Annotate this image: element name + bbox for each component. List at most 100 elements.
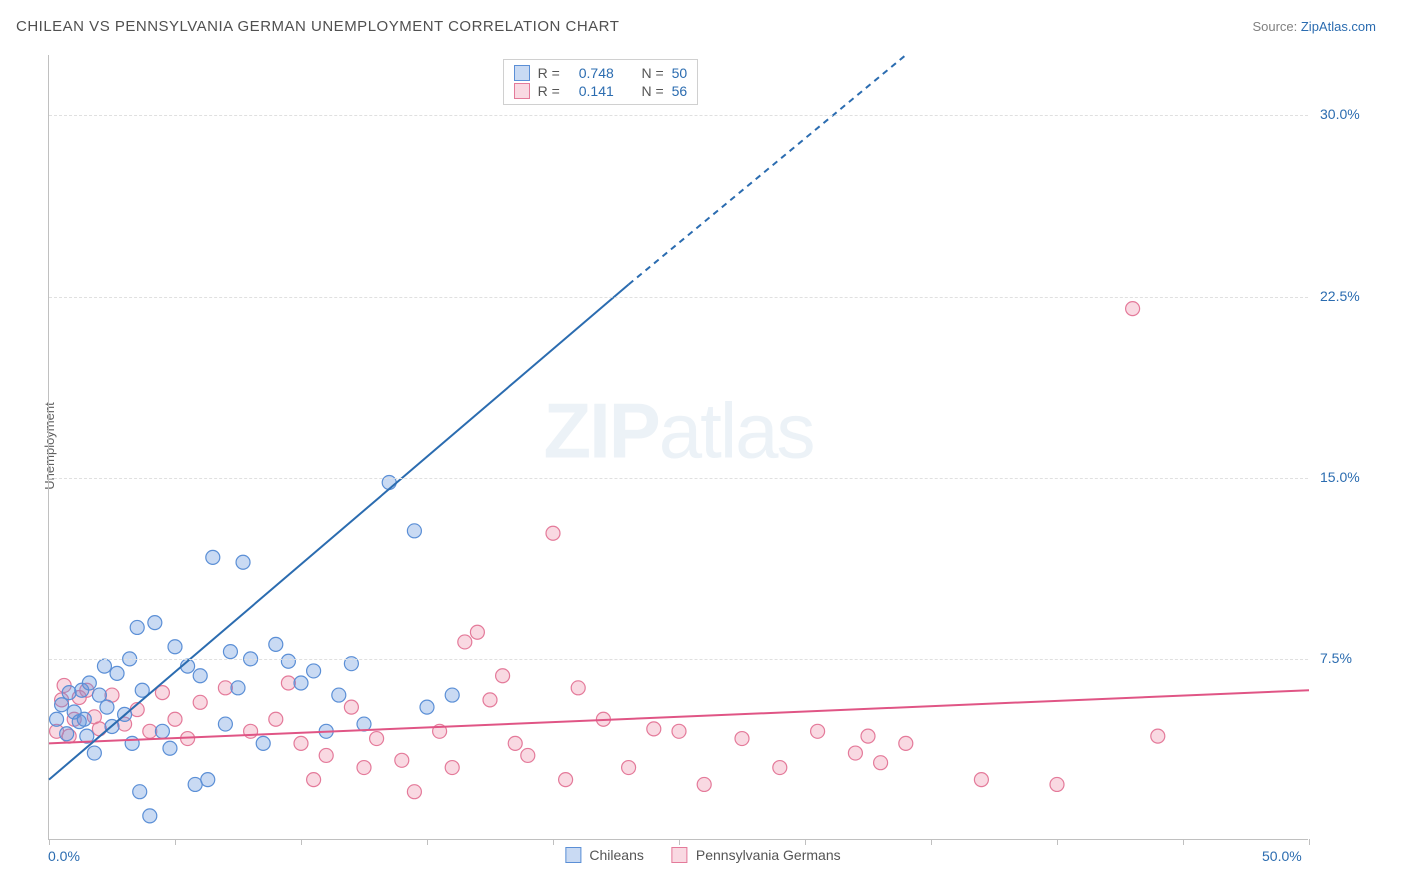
chart-plot-area: ZIPatlas R = 0.748 N = 50R = 0.141 N = 5… bbox=[48, 55, 1308, 840]
data-point bbox=[294, 676, 308, 690]
chart-title: CHILEAN VS PENNSYLVANIA GERMAN UNEMPLOYM… bbox=[16, 18, 619, 35]
data-point bbox=[236, 555, 250, 569]
data-point bbox=[168, 712, 182, 726]
data-point bbox=[319, 748, 333, 762]
chart-header: CHILEAN VS PENNSYLVANIA GERMAN UNEMPLOYM… bbox=[0, 0, 1406, 53]
data-point bbox=[256, 736, 270, 750]
data-point bbox=[110, 666, 124, 680]
data-point bbox=[193, 669, 207, 683]
data-point bbox=[445, 688, 459, 702]
grid-line bbox=[49, 478, 1308, 479]
data-point bbox=[811, 724, 825, 738]
source-link[interactable]: ZipAtlas.com bbox=[1301, 19, 1376, 34]
data-point bbox=[1151, 729, 1165, 743]
x-tick bbox=[805, 839, 806, 845]
legend-swatch-chileans bbox=[565, 847, 581, 863]
data-point bbox=[125, 736, 139, 750]
data-point bbox=[546, 526, 560, 540]
data-point bbox=[100, 700, 114, 714]
regression-line bbox=[49, 284, 629, 779]
data-point bbox=[193, 695, 207, 709]
x-tick bbox=[1309, 839, 1310, 845]
data-point bbox=[420, 700, 434, 714]
r-value: 0.141 bbox=[568, 83, 614, 99]
legend-label-penn: Pennsylvania Germans bbox=[696, 847, 841, 863]
series-legend: Chileans Pennsylvania Germans bbox=[565, 847, 840, 863]
data-point bbox=[188, 777, 202, 791]
data-point bbox=[143, 809, 157, 823]
data-point bbox=[458, 635, 472, 649]
data-point bbox=[50, 712, 64, 726]
grid-line bbox=[49, 115, 1308, 116]
data-point bbox=[269, 712, 283, 726]
data-point bbox=[735, 732, 749, 746]
data-point bbox=[521, 748, 535, 762]
data-point bbox=[60, 727, 74, 741]
legend-label-chileans: Chileans bbox=[589, 847, 643, 863]
x-axis-max-label: 50.0% bbox=[1262, 848, 1302, 864]
data-point bbox=[407, 524, 421, 538]
data-point bbox=[87, 746, 101, 760]
n-value: 56 bbox=[672, 83, 688, 99]
data-point bbox=[307, 773, 321, 787]
x-tick bbox=[679, 839, 680, 845]
data-point bbox=[281, 676, 295, 690]
data-point bbox=[407, 785, 421, 799]
n-label: N = bbox=[641, 83, 663, 99]
data-point bbox=[231, 681, 245, 695]
y-tick-label: 7.5% bbox=[1320, 650, 1352, 666]
data-point bbox=[496, 669, 510, 683]
x-tick bbox=[931, 839, 932, 845]
correlation-row: R = 0.141 N = 56 bbox=[514, 82, 688, 100]
source-prefix: Source: bbox=[1252, 19, 1300, 34]
grid-line bbox=[49, 297, 1308, 298]
data-point bbox=[201, 773, 215, 787]
data-point bbox=[143, 724, 157, 738]
data-point bbox=[622, 761, 636, 775]
data-point bbox=[62, 686, 76, 700]
n-label: N = bbox=[641, 65, 663, 81]
data-point bbox=[357, 761, 371, 775]
data-point bbox=[395, 753, 409, 767]
data-point bbox=[559, 773, 573, 787]
correlation-swatch bbox=[514, 83, 530, 99]
y-tick-label: 15.0% bbox=[1320, 469, 1360, 485]
source-attribution: Source: ZipAtlas.com bbox=[1252, 19, 1376, 34]
data-point bbox=[130, 620, 144, 634]
data-point bbox=[206, 550, 220, 564]
data-point bbox=[218, 681, 232, 695]
data-point bbox=[155, 724, 169, 738]
y-tick-label: 22.5% bbox=[1320, 288, 1360, 304]
n-value: 50 bbox=[672, 65, 688, 81]
correlation-swatch bbox=[514, 65, 530, 81]
x-tick bbox=[49, 839, 50, 845]
data-point bbox=[281, 654, 295, 668]
legend-swatch-penn bbox=[672, 847, 688, 863]
data-point bbox=[483, 693, 497, 707]
data-point bbox=[77, 712, 91, 726]
data-point bbox=[223, 645, 237, 659]
y-tick-label: 30.0% bbox=[1320, 106, 1360, 122]
data-point bbox=[133, 785, 147, 799]
data-point bbox=[470, 625, 484, 639]
data-point bbox=[294, 736, 308, 750]
data-point bbox=[697, 777, 711, 791]
data-point bbox=[92, 688, 106, 702]
data-point bbox=[861, 729, 875, 743]
data-point bbox=[332, 688, 346, 702]
data-point bbox=[148, 616, 162, 630]
data-point bbox=[508, 736, 522, 750]
data-point bbox=[647, 722, 661, 736]
x-tick bbox=[1183, 839, 1184, 845]
x-tick bbox=[175, 839, 176, 845]
data-point bbox=[1126, 302, 1140, 316]
data-point bbox=[874, 756, 888, 770]
data-point bbox=[269, 637, 283, 651]
data-point bbox=[218, 717, 232, 731]
legend-item-chileans: Chileans bbox=[565, 847, 643, 863]
grid-line bbox=[49, 659, 1308, 660]
x-tick bbox=[427, 839, 428, 845]
data-point bbox=[445, 761, 459, 775]
scatter-svg bbox=[49, 55, 1308, 839]
r-value: 0.748 bbox=[568, 65, 614, 81]
